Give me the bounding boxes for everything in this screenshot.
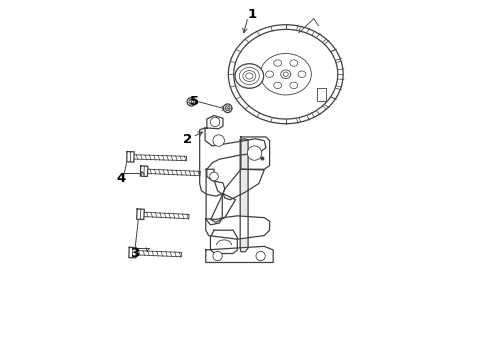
Polygon shape — [136, 209, 144, 220]
Polygon shape — [240, 139, 247, 252]
Ellipse shape — [289, 82, 297, 89]
Text: 4: 4 — [116, 172, 125, 185]
Polygon shape — [205, 246, 273, 262]
Ellipse shape — [265, 71, 273, 77]
Polygon shape — [199, 128, 265, 196]
Polygon shape — [210, 194, 235, 222]
Polygon shape — [206, 116, 223, 129]
Polygon shape — [210, 230, 237, 253]
Polygon shape — [223, 169, 264, 200]
Ellipse shape — [235, 64, 263, 88]
Ellipse shape — [273, 60, 281, 66]
Circle shape — [255, 251, 265, 261]
Polygon shape — [206, 169, 222, 225]
Circle shape — [223, 104, 231, 113]
Polygon shape — [205, 216, 269, 239]
Bar — [316, 88, 325, 101]
Circle shape — [212, 251, 222, 261]
Text: 3: 3 — [129, 247, 139, 260]
Ellipse shape — [297, 71, 305, 77]
Ellipse shape — [273, 82, 281, 89]
Ellipse shape — [280, 70, 290, 78]
Text: 5: 5 — [189, 95, 199, 108]
Polygon shape — [126, 152, 134, 162]
Circle shape — [260, 157, 264, 160]
Text: 1: 1 — [246, 8, 256, 21]
Polygon shape — [241, 137, 269, 169]
Text: 2: 2 — [182, 132, 191, 145]
Circle shape — [210, 117, 219, 127]
Polygon shape — [140, 166, 147, 176]
Circle shape — [247, 146, 261, 160]
Polygon shape — [128, 247, 136, 258]
Circle shape — [209, 172, 218, 181]
Circle shape — [212, 135, 224, 146]
Ellipse shape — [289, 60, 297, 66]
Circle shape — [187, 98, 195, 106]
